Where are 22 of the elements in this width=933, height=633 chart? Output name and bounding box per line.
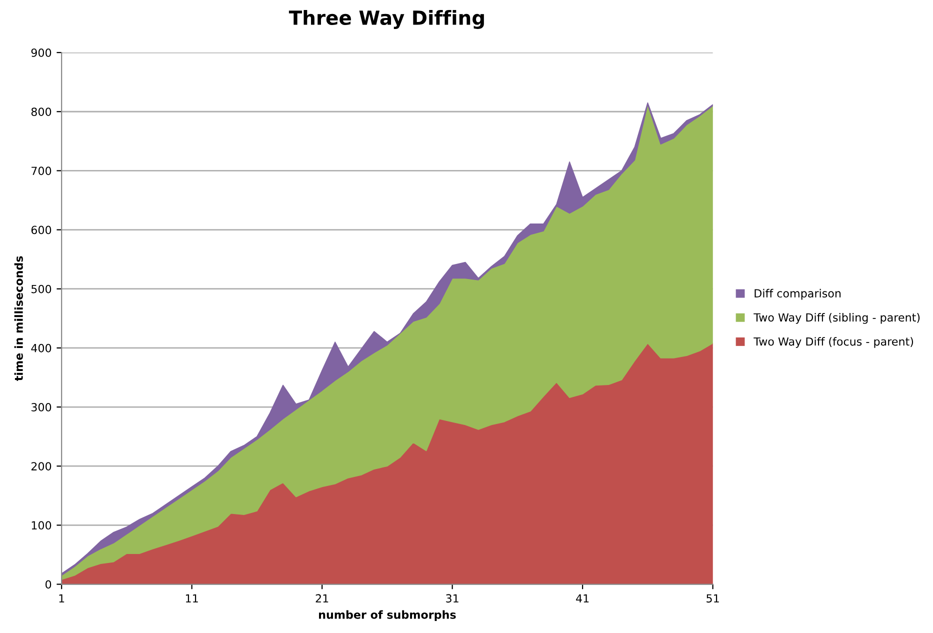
- x-tick-label: 31: [446, 594, 458, 603]
- y-tick-label: 700: [32, 166, 52, 176]
- y-tick-label: 400: [31, 344, 52, 352]
- x-tick-label: 21: [316, 594, 328, 602]
- x-tick-label: 11: [186, 594, 198, 602]
- y-tick-label: 0: [46, 580, 52, 589]
- legend-label: Two Way Diff (focus - parent): [754, 337, 914, 348]
- x-tick-label: 41: [576, 594, 589, 602]
- legend-label: Two Way Diff (sibling - parent): [754, 313, 920, 324]
- y-tick-label: 100: [32, 521, 52, 530]
- y-tick-label: 300: [31, 402, 52, 412]
- y-tick-label: 600: [31, 226, 52, 234]
- y-tick-label: 200: [31, 462, 52, 470]
- legend-label: Diff comparison: [754, 288, 841, 300]
- y-axis-title: time in milliseconds: [14, 256, 23, 381]
- y-tick-label: 900: [31, 48, 52, 57]
- x-tick-label: 1: [59, 594, 64, 602]
- chart-title: Three Way Diffing: [288, 10, 484, 29]
- y-tick-label: 800: [31, 108, 52, 116]
- x-axis-title: number of submorphs: [319, 610, 456, 622]
- x-tick-label: 51: [706, 594, 719, 603]
- y-tick-label: 500: [32, 284, 52, 294]
